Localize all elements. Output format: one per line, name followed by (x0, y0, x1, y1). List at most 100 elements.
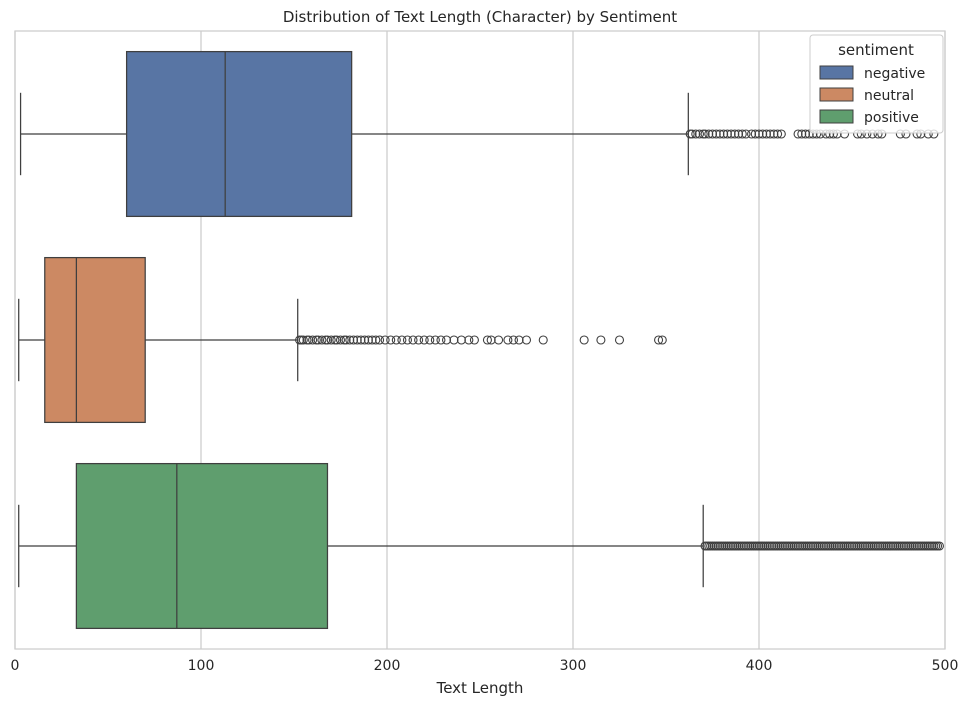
outlier-point (707, 129, 718, 139)
x-tick-label: 300 (560, 658, 587, 674)
legend: sentiment negative neutral positive (809, 34, 944, 134)
outlier-point (750, 129, 760, 139)
outlier-point (408, 335, 418, 345)
outlier-point (430, 335, 440, 345)
outlier-point (804, 129, 814, 139)
outlier-point (761, 129, 771, 139)
outlier-point (486, 335, 496, 345)
outlier-point (469, 335, 479, 345)
outlier-point (733, 129, 744, 139)
x-tick-label: 100 (188, 658, 215, 674)
outlier-point (348, 335, 359, 345)
outlier-point (514, 335, 524, 345)
outlier-point (386, 335, 396, 345)
box-negative (19, 50, 939, 218)
outlier-point (694, 129, 705, 139)
outlier-point (758, 129, 768, 139)
outlier-point (596, 335, 606, 345)
outlier-point (326, 335, 336, 345)
x-tick-labels: 0 100 200 300 400 500 (11, 658, 959, 674)
outlier-point (436, 335, 446, 345)
outlier-point (419, 335, 429, 345)
outlier-point (332, 335, 342, 345)
outlier-point (494, 335, 504, 345)
iqr-box (125, 50, 353, 218)
outlier-point (800, 129, 811, 139)
outlier-point (375, 335, 385, 345)
plot-frame (14, 30, 946, 650)
outlier-point (521, 335, 532, 345)
outlier-point (793, 129, 803, 139)
outlier-point (754, 129, 764, 139)
legend-swatch-positive (819, 109, 854, 124)
outlier-point (313, 335, 323, 345)
box-neutral (18, 256, 667, 424)
legend-label-neutral: neutral (864, 88, 914, 104)
outlier-point (441, 335, 452, 345)
legend-swatch-neutral (819, 87, 854, 102)
outlier-point (371, 335, 381, 345)
outlier-point (356, 335, 366, 345)
outlier-point (934, 541, 944, 551)
outlier-point (360, 335, 370, 345)
outlier-point (449, 335, 459, 345)
outlier-point (391, 335, 401, 345)
outlier-point (363, 335, 373, 345)
legend-label-positive: positive (864, 110, 919, 126)
outlier-point (308, 335, 318, 345)
outlier-point (341, 335, 351, 345)
outlier-point (304, 335, 314, 345)
outlier-point (765, 129, 775, 139)
chart-title: Distribution of Text Length (Character) … (283, 8, 677, 26)
x-axis-label: Text Length (436, 679, 524, 697)
outlier-point (657, 335, 667, 345)
iqr-box (44, 256, 146, 424)
outlier-point (737, 129, 747, 139)
outlier-point (747, 129, 757, 139)
outlier-point (654, 335, 664, 345)
outlier-point (700, 129, 710, 139)
outlier-point (769, 129, 779, 139)
outlier-point (691, 129, 701, 139)
legend-title: sentiment (838, 41, 914, 59)
outlier-point (711, 129, 721, 139)
outlier-point (402, 335, 413, 345)
outlier-point (508, 335, 519, 345)
outlier-point (397, 335, 407, 345)
outlier-point (715, 129, 725, 139)
outlier-point (352, 335, 362, 345)
outlier-point (719, 129, 729, 139)
outlier-point (503, 335, 513, 345)
outlier-point (380, 335, 390, 345)
x-tick-label: 200 (374, 658, 401, 674)
outlier-point (579, 335, 589, 345)
outlier-point (298, 335, 308, 345)
legend-swatch-negative (819, 65, 854, 80)
outlier-point (425, 335, 435, 345)
outlier-point (367, 335, 377, 345)
outlier-point (687, 129, 697, 139)
outlier-point (414, 335, 424, 345)
x-tick-label: 500 (932, 658, 959, 674)
outlier-point (730, 129, 740, 139)
outlier-point (741, 129, 751, 139)
outlier-point (464, 335, 474, 345)
outlier-point (797, 129, 807, 139)
iqr-box (75, 462, 329, 630)
outlier-point (773, 129, 783, 139)
outlier-point (776, 129, 786, 139)
outlier-point (335, 335, 346, 345)
boxes-layer (18, 50, 944, 630)
outlier-point (322, 335, 333, 345)
outlier-point (726, 129, 736, 139)
outlier-point (345, 335, 355, 345)
x-tick-label: 400 (746, 658, 773, 674)
x-tick-label: 0 (11, 658, 20, 674)
outlier-point (722, 129, 732, 139)
legend-label-negative: negative (864, 66, 925, 82)
legend-box (809, 34, 944, 134)
outlier-point (317, 335, 327, 345)
outlier-point (704, 129, 714, 139)
outlier-point (538, 335, 548, 345)
